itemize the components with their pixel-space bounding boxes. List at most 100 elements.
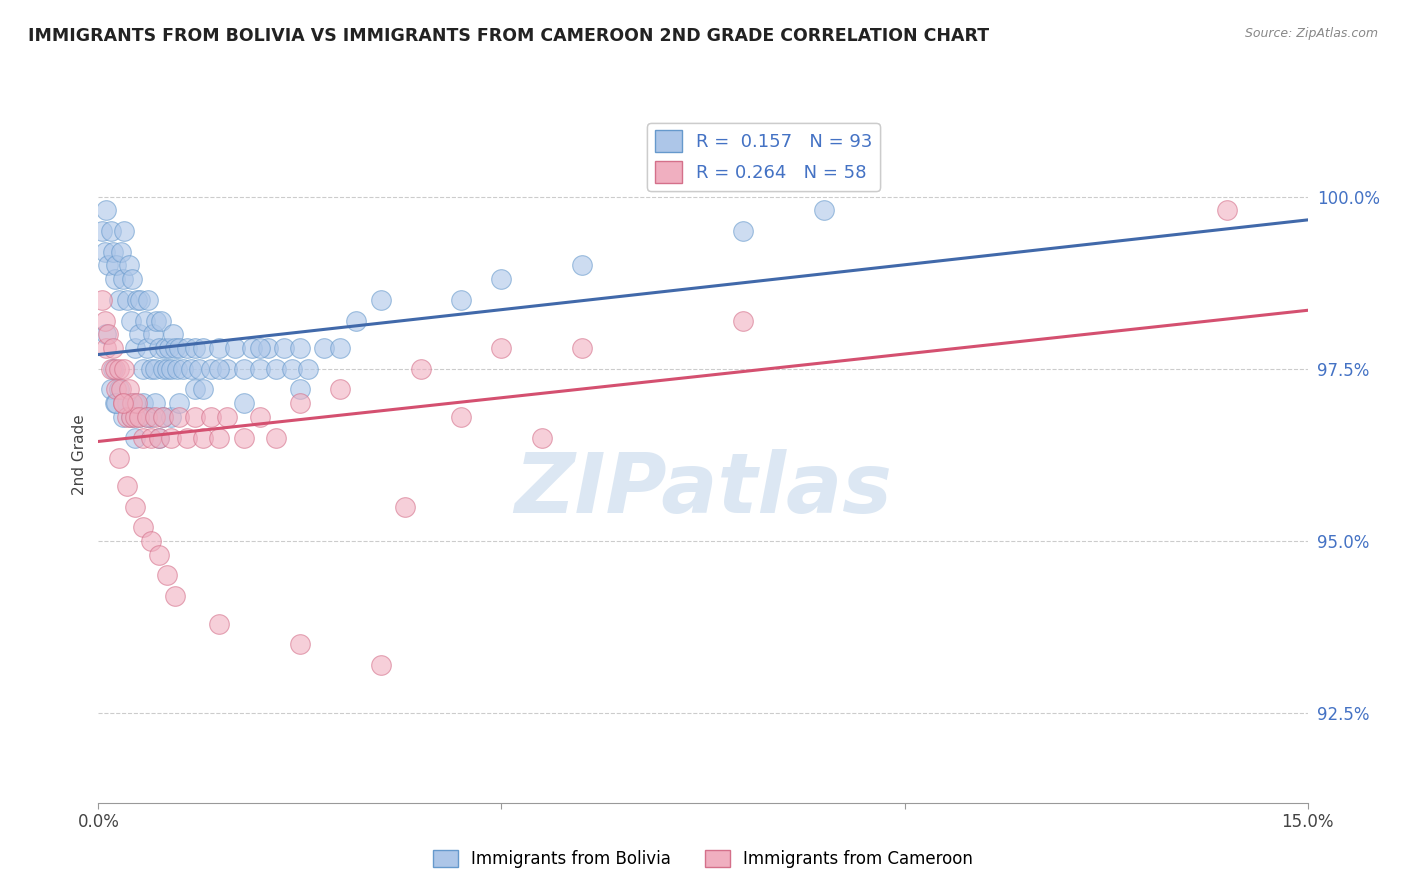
Point — [103, 396, 125, 410]
Point — [138, 293, 160, 307]
Point — [184, 383, 207, 397]
Point — [128, 410, 150, 425]
Point — [394, 500, 416, 514]
Point — [107, 383, 129, 397]
Point — [115, 479, 138, 493]
Point — [249, 361, 271, 376]
Point — [176, 431, 198, 445]
Point — [118, 383, 141, 397]
Point — [101, 361, 124, 376]
Point — [132, 431, 155, 445]
Point — [409, 361, 432, 376]
Point — [120, 410, 142, 425]
Point — [156, 361, 179, 376]
Point — [288, 637, 311, 651]
Point — [184, 410, 207, 425]
Point — [370, 658, 392, 673]
Point — [160, 410, 183, 425]
Point — [813, 203, 835, 218]
Point — [120, 410, 142, 425]
Point — [132, 396, 155, 410]
Point — [134, 313, 156, 327]
Point — [115, 293, 138, 307]
Point — [111, 396, 134, 410]
Point — [143, 410, 166, 425]
Point — [97, 259, 120, 273]
Point — [100, 224, 122, 238]
Point — [112, 361, 135, 376]
Point — [105, 383, 128, 397]
Point — [249, 341, 271, 355]
Point — [148, 548, 170, 562]
Point — [733, 224, 755, 238]
Point — [148, 341, 170, 355]
Point — [115, 410, 138, 425]
Point — [124, 500, 146, 514]
Point — [157, 341, 180, 355]
Point — [148, 431, 170, 445]
Point — [184, 341, 207, 355]
Point — [733, 313, 755, 327]
Point — [107, 451, 129, 466]
Point — [132, 361, 155, 376]
Point — [111, 410, 134, 425]
Point — [143, 396, 166, 410]
Point — [491, 272, 513, 286]
Point — [193, 431, 215, 445]
Point — [264, 361, 287, 376]
Point — [148, 431, 170, 445]
Point — [256, 341, 278, 355]
Point — [163, 589, 186, 603]
Point — [107, 293, 129, 307]
Point — [160, 361, 183, 376]
Point — [124, 410, 146, 425]
Point — [103, 361, 125, 376]
Point — [491, 341, 513, 355]
Point — [344, 313, 367, 327]
Point — [135, 410, 157, 425]
Point — [135, 341, 157, 355]
Point — [118, 259, 141, 273]
Point — [160, 431, 183, 445]
Point — [571, 259, 593, 273]
Point — [172, 361, 194, 376]
Point — [208, 431, 231, 445]
Point — [232, 431, 254, 445]
Point — [139, 410, 162, 425]
Y-axis label: 2nd Grade: 2nd Grade — [72, 415, 87, 495]
Point — [101, 341, 124, 355]
Point — [115, 396, 138, 410]
Point — [91, 293, 114, 307]
Point — [120, 313, 142, 327]
Point — [128, 410, 150, 425]
Point — [193, 383, 215, 397]
Point — [94, 313, 117, 327]
Point — [156, 568, 179, 582]
Point — [162, 327, 184, 342]
Point — [97, 327, 120, 342]
Point — [166, 361, 188, 376]
Point — [124, 431, 146, 445]
Point — [1216, 203, 1239, 218]
Point — [105, 396, 128, 410]
Point — [153, 341, 176, 355]
Point — [111, 272, 134, 286]
Point — [167, 341, 190, 355]
Point — [314, 341, 336, 355]
Point — [288, 383, 311, 397]
Point — [208, 341, 231, 355]
Point — [264, 431, 287, 445]
Point — [124, 341, 146, 355]
Point — [273, 341, 295, 355]
Point — [121, 396, 143, 410]
Point — [129, 293, 152, 307]
Point — [224, 341, 246, 355]
Text: ZIPatlas: ZIPatlas — [515, 450, 891, 530]
Point — [94, 244, 117, 259]
Point — [571, 341, 593, 355]
Point — [127, 293, 149, 307]
Point — [180, 361, 202, 376]
Text: IMMIGRANTS FROM BOLIVIA VS IMMIGRANTS FROM CAMEROON 2ND GRADE CORRELATION CHART: IMMIGRANTS FROM BOLIVIA VS IMMIGRANTS FR… — [28, 27, 990, 45]
Point — [450, 293, 472, 307]
Point — [217, 410, 239, 425]
